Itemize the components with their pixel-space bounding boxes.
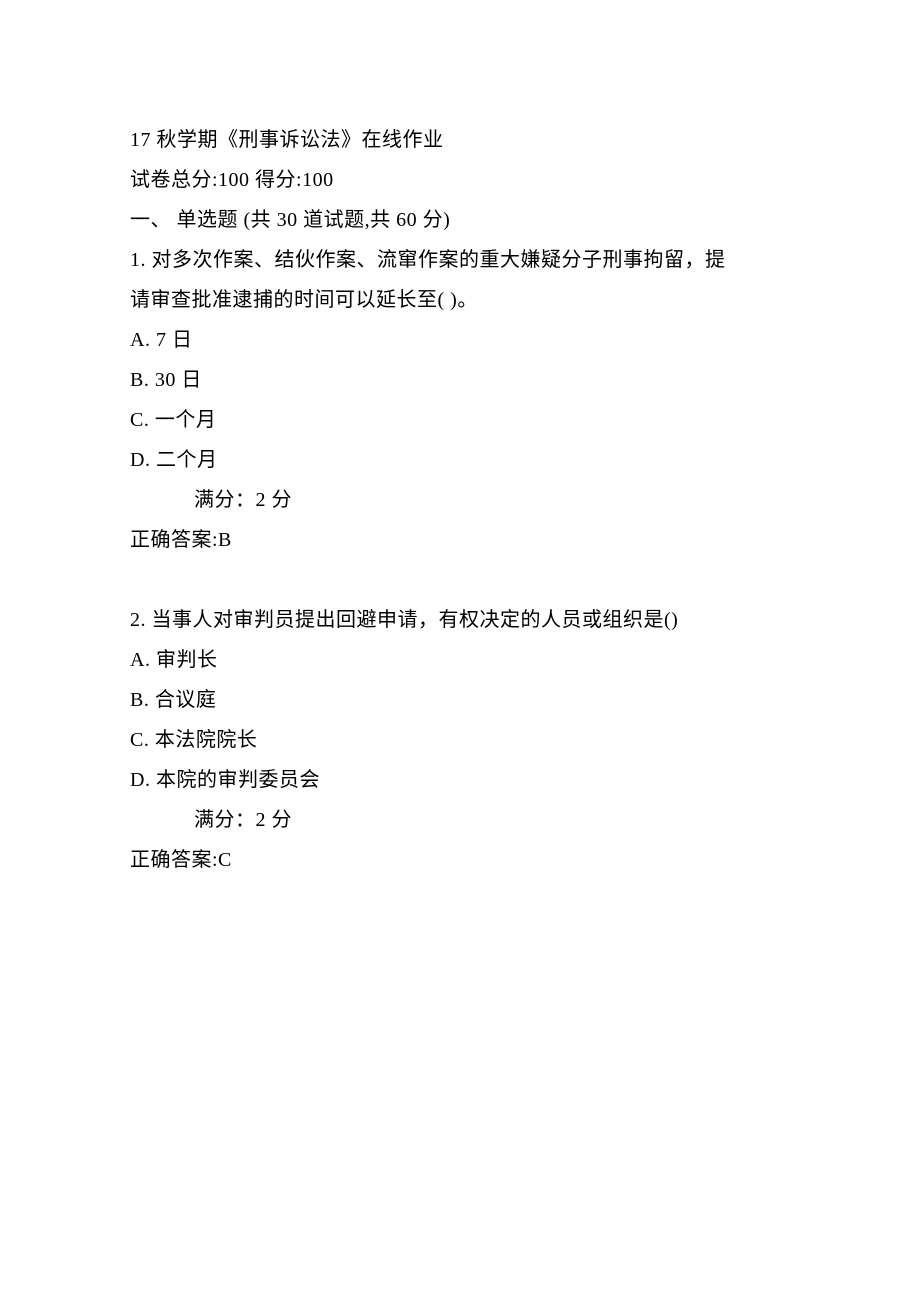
q2-answer: 正确答案:C	[130, 840, 790, 880]
section-header: 一、 单选题 (共 30 道试题,共 60 分)	[130, 200, 790, 240]
q1-option-d: D. 二个月	[130, 440, 790, 480]
q1-option-c: C. 一个月	[130, 400, 790, 440]
q1-points: 满分：2 分	[130, 480, 790, 520]
q2-option-c: C. 本法院院长	[130, 720, 790, 760]
q2-option-b: B. 合议庭	[130, 680, 790, 720]
q2-stem: 2. 当事人对审判员提出回避申请，有权决定的人员或组织是()	[130, 600, 790, 640]
q1-stem-line2: 请审查批准逮捕的时间可以延长至( )。	[130, 280, 790, 320]
exam-title: 17 秋学期《刑事诉讼法》在线作业	[130, 120, 790, 160]
q1-answer: 正确答案:B	[130, 520, 790, 560]
q2-option-d: D. 本院的审判委员会	[130, 760, 790, 800]
q1-option-a: A. 7 日	[130, 320, 790, 360]
spacer	[130, 560, 790, 600]
q1-option-b: B. 30 日	[130, 360, 790, 400]
q2-option-a: A. 审判长	[130, 640, 790, 680]
q1-stem-line1: 1. 对多次作案、结伙作案、流窜作案的重大嫌疑分子刑事拘留，提	[130, 240, 790, 280]
q2-points: 满分：2 分	[130, 800, 790, 840]
score-line: 试卷总分:100 得分:100	[130, 160, 790, 200]
